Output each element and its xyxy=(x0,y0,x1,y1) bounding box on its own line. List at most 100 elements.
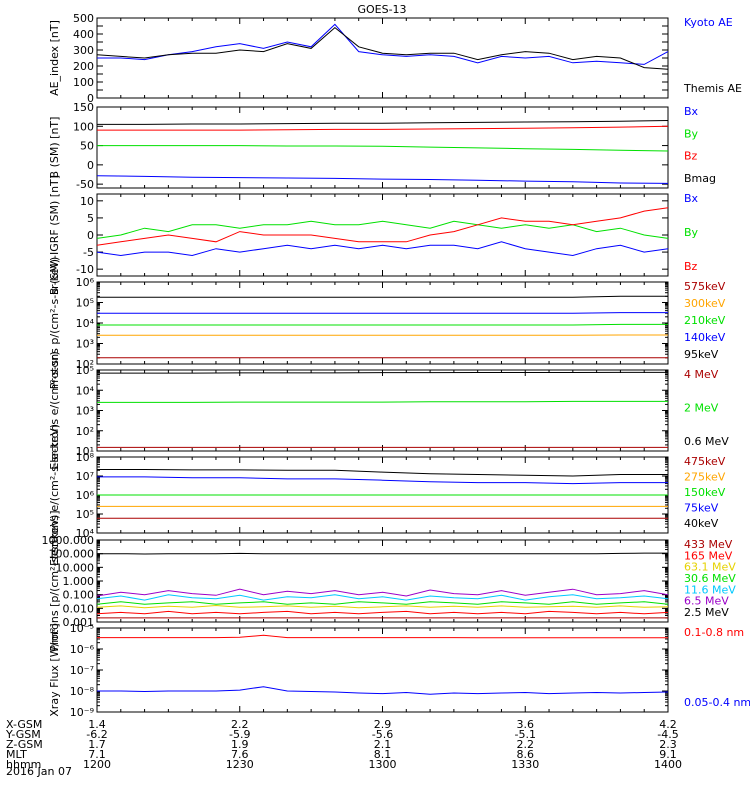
y-tick-label: 10⁻⁸ xyxy=(70,685,95,698)
ephemeris-value: -5.6 xyxy=(372,728,393,741)
y-tick-label: 400 xyxy=(73,28,94,41)
series-line xyxy=(97,469,668,477)
series-line xyxy=(96,601,669,605)
panel-2: -50 0 50 100 150 B (SM) [nT] Bx By Bz Bmag xyxy=(48,101,716,191)
y-axis-label: Protons p/(cm²-s-sr-keV) xyxy=(48,257,61,390)
legend-entry: 40keV xyxy=(684,517,719,530)
legend-entry: 433 MeV xyxy=(684,538,733,551)
y-tick-label: 10⁸ xyxy=(76,451,95,464)
ephemeris-value: 2.3 xyxy=(659,738,677,751)
legend-entry: 475keV xyxy=(684,455,726,468)
series-line xyxy=(97,371,668,374)
series-line xyxy=(96,241,669,257)
panel-1: 0 100 200 300 400 500 AE_index [nT] Kyoto AE The… xyxy=(48,12,742,105)
series-line xyxy=(97,476,668,485)
y-tick-label: 10⁵ xyxy=(76,508,94,521)
ephemeris-value: 7.6 xyxy=(231,748,249,761)
y-tick-label: 10¹ xyxy=(76,445,94,458)
series-line xyxy=(97,120,669,125)
legend-entry: 95keV xyxy=(684,348,719,361)
ephemeris-value: 9.1 xyxy=(659,748,677,761)
y-axis-label: Electrons e/(cm²-s-sr) xyxy=(48,351,61,470)
y-tick-label: 100.000 xyxy=(49,548,95,561)
ephemeris-value: 2.2 xyxy=(517,738,535,751)
panel-frame xyxy=(96,539,669,623)
y-tick-label: 10⁴ xyxy=(76,317,95,330)
series-line xyxy=(96,604,669,609)
y-tick-label: 0.100 xyxy=(63,589,95,602)
y-tick-label: 10⁴ xyxy=(76,384,95,397)
ephemeris-value: 1400 xyxy=(654,758,682,771)
y-tick-label: 500 xyxy=(73,12,94,25)
legend-entry: By xyxy=(684,127,699,140)
y-tick-label: 1000.000 xyxy=(42,534,95,547)
y-tick-label: 10.000 xyxy=(56,561,95,574)
legend-entry: 75keV xyxy=(684,502,719,515)
ephemeris-value: 8.1 xyxy=(374,748,392,761)
ephemeris-table: X-GSM 1.4 2.2 2.9 3.6 4.2 Y-GSM -6.2 -5.9 -5.6 -5.… xyxy=(5,718,682,771)
legend-entry: 210keV xyxy=(684,314,726,327)
legend-entry: 0.1-0.8 nm xyxy=(684,626,744,639)
y-tick-label: 10⁻⁶ xyxy=(70,643,95,656)
ephemeris-value: 1300 xyxy=(369,758,397,771)
ephemeris-value: 7.1 xyxy=(88,748,106,761)
legend-entry: 150keV xyxy=(684,486,726,499)
legend-entry: Bz xyxy=(684,260,698,273)
y-tick-label: 0.010 xyxy=(63,602,95,615)
panel-4: 10² 10³ 10⁴ 10⁵ 10⁶ Protons p/(cm²-s-sr-keV) 5… xyxy=(48,257,726,390)
y-tick-label: 0 xyxy=(87,92,94,105)
y-tick-label: 0.001 xyxy=(63,616,95,629)
legend-entry: 63.1 MeV xyxy=(684,561,736,574)
y-axis-label: B (SM)-IGRF (SM) [nT] xyxy=(48,175,61,295)
y-tick-label: 10³ xyxy=(76,338,94,351)
legend-entry: Bx xyxy=(684,105,699,118)
legend-entry: 140keV xyxy=(684,331,726,344)
ephemeris-row-label: hhmm xyxy=(6,758,41,771)
legend-entry: 275keV xyxy=(684,471,726,484)
series-line xyxy=(96,26,669,70)
y-tick-label: 10⁶ xyxy=(76,276,95,289)
ephemeris-value: -5.1 xyxy=(515,728,536,741)
date-label: 2016 Jan 07 xyxy=(6,765,72,778)
y-tick-label: 0 xyxy=(87,159,94,172)
series-line xyxy=(97,145,669,152)
legend-entry: 30.6 MeV xyxy=(684,572,736,585)
ephemeris-value: 2.2 xyxy=(231,718,249,731)
y-axis-label: Electrons e/(cm²-s-sr-keV) xyxy=(48,424,61,566)
legend-entry: 300keV xyxy=(684,297,726,310)
series-line xyxy=(96,610,669,615)
y-tick-label: 100 xyxy=(73,120,94,133)
y-tick-label: 10⁵ xyxy=(76,297,94,310)
panel-frame xyxy=(96,193,669,277)
y-tick-label: 200 xyxy=(73,60,94,73)
panel-6: 10⁴ 10⁵ 10⁶ 10⁷ 10⁸ Electrons e/(cm²-s-sr-keV… xyxy=(48,424,726,566)
y-tick-label: 10² xyxy=(76,425,94,438)
series-line xyxy=(96,175,669,184)
y-tick-label: 150 xyxy=(73,101,94,114)
series-line xyxy=(97,323,668,326)
ephemeris-row-label: X-GSM xyxy=(6,718,42,731)
y-tick-label: 10⁶ xyxy=(76,489,95,502)
ephemeris-value: 4.2 xyxy=(659,718,677,731)
ephemeris-value: -4.5 xyxy=(657,728,678,741)
series-line xyxy=(96,594,669,601)
legend-entry: Bz xyxy=(684,150,698,163)
panel-7: 0.0010.0100.1001.00010.000100.0001000.00… xyxy=(42,510,737,651)
legend-entry: 11.6 MeV xyxy=(684,583,736,596)
legend-entry: 2.5 MeV xyxy=(684,606,729,619)
ephemeris-value: 1200 xyxy=(83,758,111,771)
y-tick-label: -10 xyxy=(76,263,94,276)
series-line xyxy=(97,400,668,403)
ephemeris-value: 1330 xyxy=(511,758,539,771)
legend-entry: Bx xyxy=(684,192,699,205)
y-tick-label: 10³ xyxy=(76,405,94,418)
y-tick-label: 5 xyxy=(87,212,94,225)
y-tick-label: 10² xyxy=(76,358,94,371)
y-tick-label: 10⁴ xyxy=(76,527,95,540)
ephemeris-value: 8.6 xyxy=(517,748,535,761)
panel-frame xyxy=(96,627,669,713)
ephemeris-value: 1.4 xyxy=(88,718,106,731)
series-line xyxy=(97,125,669,131)
series-line xyxy=(96,207,669,246)
